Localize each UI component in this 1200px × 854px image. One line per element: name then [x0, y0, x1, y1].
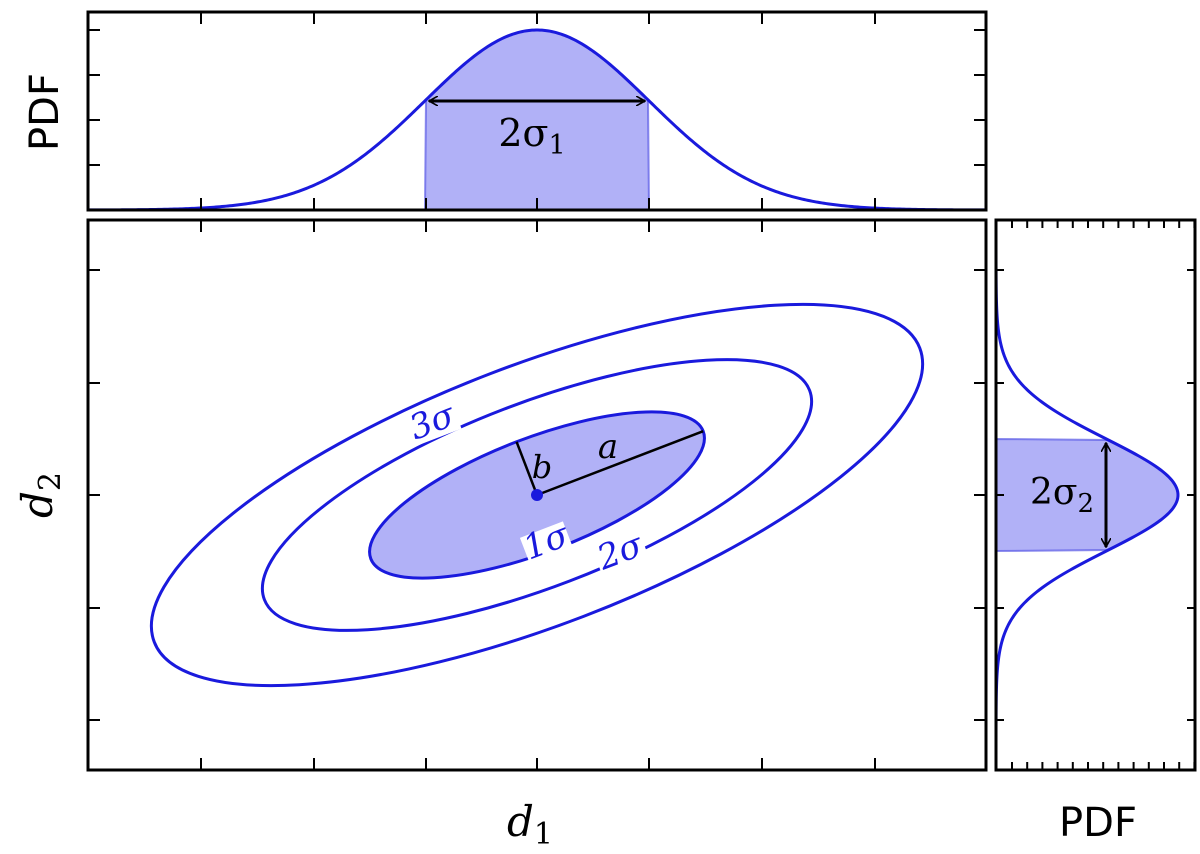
sigma1-label: 2σ1 [498, 111, 565, 161]
main-y-label-symbol: d [13, 491, 62, 518]
ellipse-3sigma [149, 302, 925, 688]
ticks [88, 12, 1196, 770]
label-gap [592, 530, 650, 577]
center-dot [531, 489, 543, 501]
sigma2-label: 2σ2 [1030, 472, 1094, 519]
shapes [88, 28, 1180, 770]
sigma2-symbol: 2σ [1030, 472, 1077, 513]
main-y-label: d2 [13, 472, 68, 518]
sigma1-sub: 1 [548, 130, 565, 161]
contour-label-2: 2σ [591, 525, 649, 579]
main-x-label-symbol: d [507, 797, 534, 846]
ellipse-2sigma [260, 358, 814, 632]
label-gap [519, 521, 574, 566]
main-x-label: d1 [507, 797, 553, 852]
sigma1-symbol: 2σ [498, 111, 548, 155]
top-y-label: PDF [22, 73, 68, 151]
axis-label-a: a [598, 427, 618, 467]
sigma2-sub: 2 [1077, 489, 1094, 519]
label-gap [404, 400, 462, 447]
top-pdf-curve [88, 28, 986, 210]
main-x-label-sub: 1 [534, 817, 553, 852]
semi-major [536, 430, 704, 497]
axis-label-b: b [532, 448, 552, 486]
semi-minor [515, 441, 539, 496]
right-x-label: PDF [1059, 800, 1137, 846]
main-y-label-sub: 2 [33, 472, 68, 491]
